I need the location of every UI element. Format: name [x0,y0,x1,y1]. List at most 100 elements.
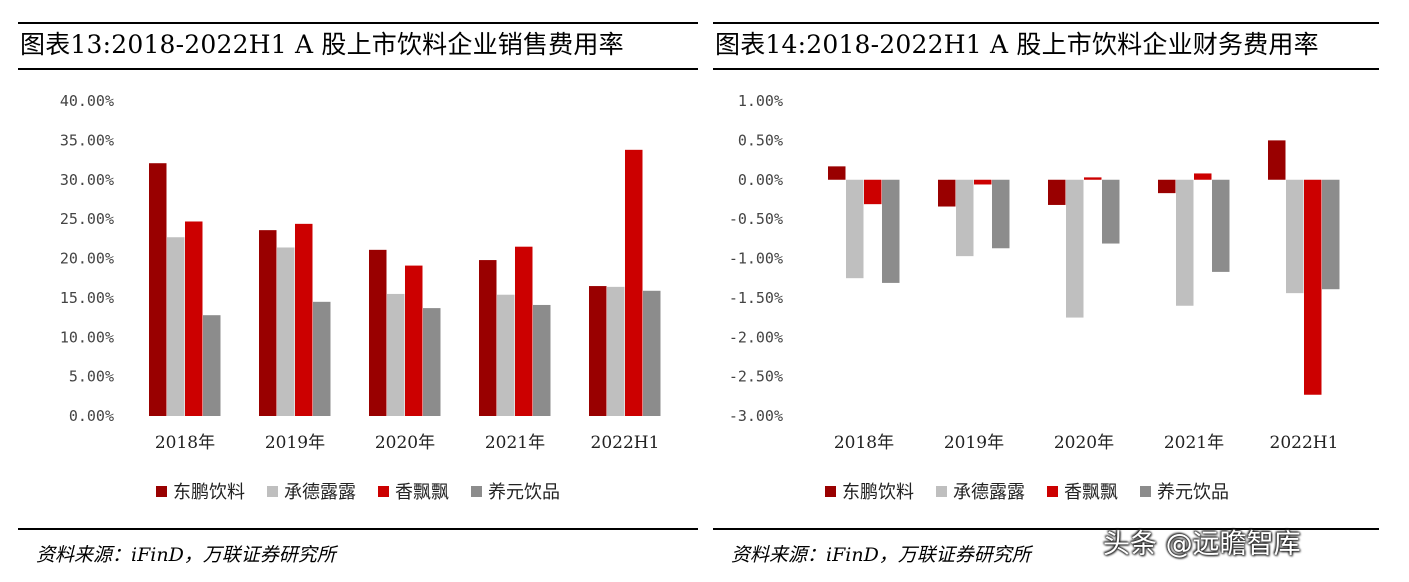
watermark: 头条 @远瞻智库 [1103,529,1301,560]
bar [1158,179,1176,194]
source-note: 资料来源：iFinD，万联证券研究所 [36,544,336,566]
legend-label: 东鹏饮料 [173,482,245,503]
bar [167,237,185,416]
bar [185,221,203,416]
x-category-label: 2021年 [485,433,545,453]
legend-item: 养元饮品 [471,478,560,504]
x-category-label: 2021年 [1164,433,1224,453]
chart-title: 图表14:2018-2022H1 A 股上市饮料企业财务费用率 [715,30,1319,59]
bar [1212,179,1230,272]
bar [882,179,900,283]
y-tick-label: -0.50% [729,210,783,228]
bar [277,247,295,416]
legend-swatch [1047,485,1058,497]
y-tick-label: -1.50% [729,289,783,307]
legend-item: 养元饮品 [1140,478,1229,504]
bar [533,304,551,416]
bar [938,179,956,207]
bar-chart-sales-expense: 0.00% 5.00% 10.00% 15.00% 20.00% 25.00% 30.00%… [60,92,661,453]
bar [479,260,497,416]
legend-item: 香飘飘 [378,478,449,504]
bar-chart-finance-expense: -3.00% -2.50% -2.00% -1.50% -1.00% -0.50% 0.00… [729,92,1340,453]
chart-panel-finance-expense: 图表14:2018-2022H1 A 股上市饮料企业财务费用率 -3.00% -2… [713,0,1379,582]
y-tick-label: -3.00% [729,407,783,425]
legend-label: 承德露露 [284,482,356,503]
bar [313,301,331,416]
legend-swatch [1140,485,1151,497]
bar [405,265,423,416]
bar [589,286,607,416]
legend-item: 承德露露 [936,478,1025,504]
x-category-label: 2018年 [834,433,894,453]
y-tick-label: 0.50% [738,131,783,149]
legend-label: 养元饮品 [488,482,560,503]
legend-item: 东鹏饮料 [825,478,914,504]
y-tick-label: 15.00% [60,289,114,307]
x-category-label: 2020年 [1054,433,1114,453]
y-tick-label: 40.00% [60,92,114,110]
y-tick-label: 5.00% [69,368,114,386]
bar [974,179,992,185]
legend-swatch [471,485,482,497]
bar [497,294,515,416]
y-tick-label: 30.00% [60,171,114,189]
bar [1066,179,1084,318]
x-category-label: 2022H1 [1270,433,1339,453]
y-tick-label: 20.00% [60,250,114,268]
y-tick-label: -2.00% [729,328,783,346]
legend-item: 承德露露 [267,478,356,504]
bar [295,223,313,416]
title-rule [18,68,698,70]
bar [1048,179,1066,205]
bar [846,179,864,279]
chart-legend: 东鹏饮料 承德露露 香飘飘 养元饮品 [156,478,560,504]
legend-swatch [156,485,167,497]
bar [607,286,625,416]
y-tick-label: 0.00% [69,407,114,425]
bottom-rule [18,528,698,530]
y-tick-label: -2.50% [729,368,783,386]
chart-legend: 东鹏饮料 承德露露 香飘飘 养元饮品 [825,478,1229,504]
x-category-label: 2022H1 [591,433,660,453]
bar [1102,179,1120,244]
bar [1304,179,1322,395]
title-rule [713,68,1379,70]
bar [369,249,387,416]
y-tick-label: 10.00% [60,328,114,346]
bar [625,149,643,416]
legend-item: 东鹏饮料 [156,478,245,504]
bar [1286,179,1304,294]
legend-swatch [936,485,947,497]
x-category-label: 2019年 [944,433,1004,453]
legend-swatch [825,485,836,497]
legend-item: 香飘飘 [1047,478,1118,504]
bar [828,166,846,180]
legend-label: 养元饮品 [1157,482,1229,503]
bar [956,179,974,257]
bar [1084,177,1102,180]
legend-swatch [378,485,389,497]
bar [387,293,405,416]
bar [1322,179,1340,290]
bottom-rule [713,528,1379,530]
bar [149,163,167,416]
bar [864,179,882,205]
x-category-label: 2019年 [265,433,325,453]
x-category-label: 2018年 [155,433,215,453]
legend-swatch [267,485,278,497]
top-rule [713,22,1379,24]
bar [1268,140,1286,180]
y-tick-label: 25.00% [60,210,114,228]
legend-label: 东鹏饮料 [842,482,914,503]
bar [992,179,1010,249]
y-tick-label: 0.00% [738,171,783,189]
bar [515,246,533,416]
x-category-label: 2020年 [375,433,435,453]
legend-label: 香飘飘 [395,482,449,503]
chart-title: 图表13:2018-2022H1 A 股上市饮料企业销售费用率 [20,30,624,59]
y-tick-label: 35.00% [60,131,114,149]
source-note: 资料来源：iFinD，万联证券研究所 [731,544,1031,566]
bar [643,290,661,416]
legend-label: 香飘飘 [1064,482,1118,503]
top-rule [18,22,698,24]
